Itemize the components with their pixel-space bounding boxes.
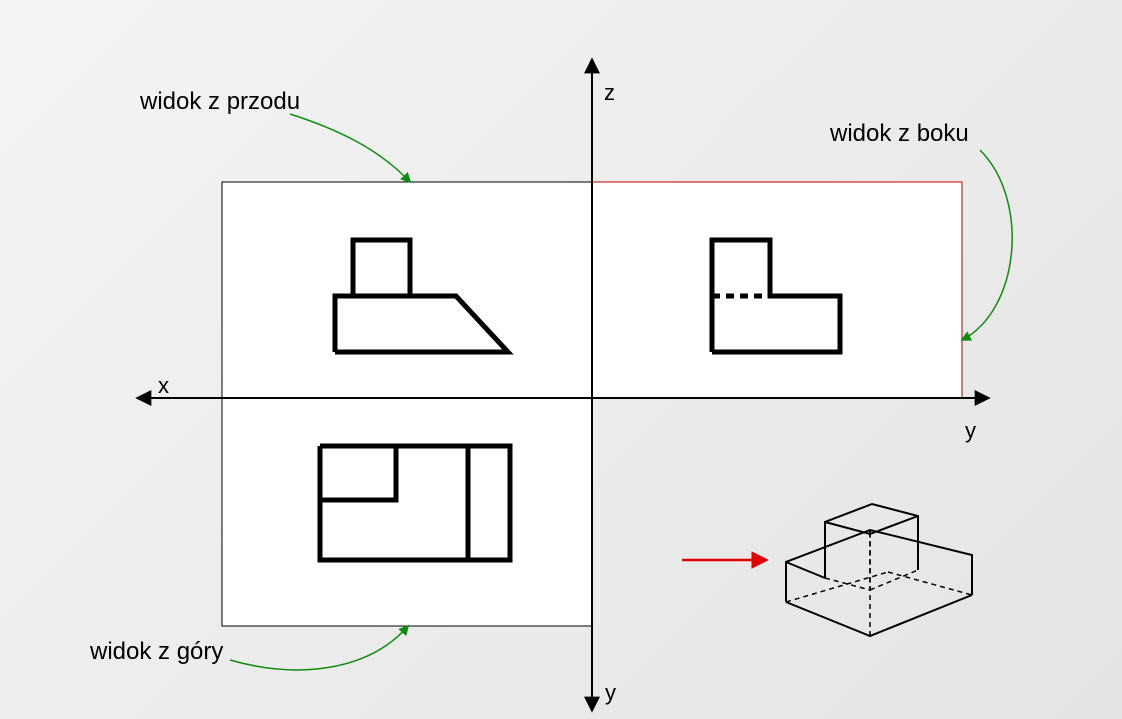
label-side: widok z boku (830, 120, 969, 148)
iso-hidden-edge (786, 572, 888, 602)
axis-label-y-down: y (605, 680, 616, 706)
iso-hidden-edge (825, 534, 870, 590)
callout-arrow-top (230, 626, 408, 670)
axis-label-y-right: y (965, 418, 976, 444)
label-top: widok z góry (90, 638, 223, 666)
iso-edge (786, 595, 972, 636)
iso-edge (870, 516, 918, 534)
axis-label-x: x (158, 373, 169, 399)
quadrant-front (222, 182, 592, 398)
iso-edge (786, 530, 972, 602)
callout-arrow-side (962, 150, 1012, 340)
label-front: widok z przodu (140, 88, 300, 116)
axis-label-z: z (604, 80, 615, 106)
quadrant-top (222, 398, 592, 626)
iso-hidden-edge (870, 570, 918, 590)
quadrant-side (592, 182, 962, 398)
callout-arrow-front (290, 114, 410, 182)
iso-hidden-edge (888, 572, 972, 595)
iso-edge (786, 562, 825, 578)
iso-edge (825, 522, 870, 534)
